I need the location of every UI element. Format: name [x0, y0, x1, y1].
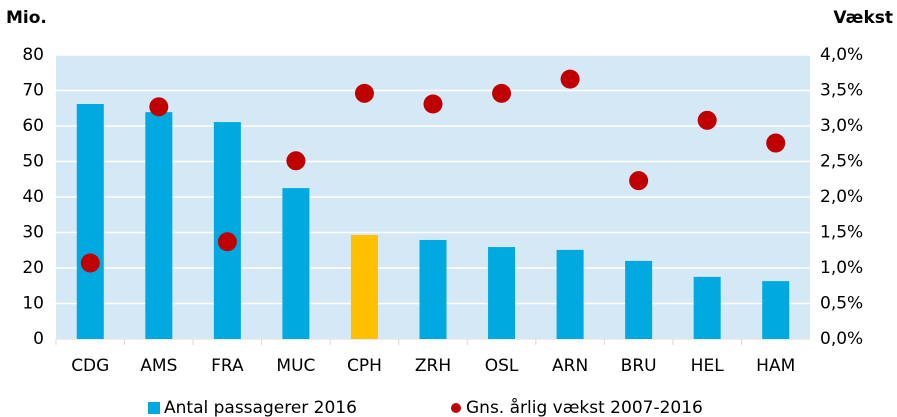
y-tick-label: 60: [22, 116, 44, 136]
dot: [217, 232, 237, 252]
y-tick-label: 30: [22, 223, 44, 243]
x-tick-label: HAM: [756, 356, 795, 376]
x-tick-label: FRA: [211, 356, 244, 376]
dot: [423, 94, 443, 114]
y-axis-label: Mio.: [6, 8, 47, 28]
x-tick-label: OSL: [485, 356, 519, 376]
y2-tick-label: 3,5%: [820, 81, 863, 101]
legend-marker: [148, 402, 160, 414]
y-tick-label: 20: [22, 258, 44, 278]
dot: [766, 133, 786, 153]
x-tick-label: CPH: [347, 356, 382, 376]
dot: [629, 171, 649, 191]
bar: [419, 239, 447, 339]
y-tick-label: 40: [22, 187, 44, 207]
bar: [282, 188, 310, 339]
y2-tick-label: 0,5%: [820, 294, 863, 314]
y2-tick-label: 1,5%: [820, 223, 863, 243]
dot: [80, 253, 100, 273]
x-tick-label: CDG: [71, 356, 109, 376]
dot: [697, 110, 717, 130]
bar: [762, 281, 790, 339]
x-tick-label: MUC: [276, 356, 315, 376]
legend-label: Gns. årlig vækst 2007-2016: [466, 397, 703, 417]
bar: [145, 112, 173, 339]
bar: [693, 276, 721, 339]
y2-tick-label: 2,5%: [820, 152, 863, 172]
y2-tick-label: 1,0%: [820, 258, 863, 278]
y2-tick-label: 4,0%: [820, 45, 863, 65]
dot: [149, 97, 169, 117]
legend-marker: [451, 403, 461, 413]
x-tick-label: HEL: [691, 356, 725, 376]
y2-tick-label: 2,0%: [820, 187, 863, 207]
y2-axis-label: Vækst: [833, 8, 893, 28]
dot: [354, 83, 374, 103]
y-tick-label: 0: [33, 329, 44, 349]
bar: [556, 249, 584, 339]
bar: [213, 122, 241, 339]
bar: [488, 247, 516, 339]
x-tick-label: BRU: [621, 356, 657, 376]
legend-label: Antal passagerer 2016: [164, 398, 357, 417]
bar: [76, 103, 104, 340]
x-tick-label: ZRH: [415, 356, 451, 376]
y-tick-label: 10: [22, 294, 44, 314]
bar: [625, 260, 653, 339]
y2-tick-label: 3,0%: [820, 116, 863, 136]
x-tick-label: ARN: [552, 356, 588, 376]
dot: [560, 69, 580, 89]
y-tick-label: 80: [22, 45, 44, 65]
x-tick-label: AMS: [140, 356, 177, 376]
bar: [350, 234, 378, 339]
y-tick-label: 50: [22, 152, 44, 172]
dot: [492, 83, 512, 103]
y2-tick-label: 0,0%: [820, 329, 863, 349]
y-tick-label: 70: [22, 81, 44, 101]
dot: [286, 151, 306, 171]
